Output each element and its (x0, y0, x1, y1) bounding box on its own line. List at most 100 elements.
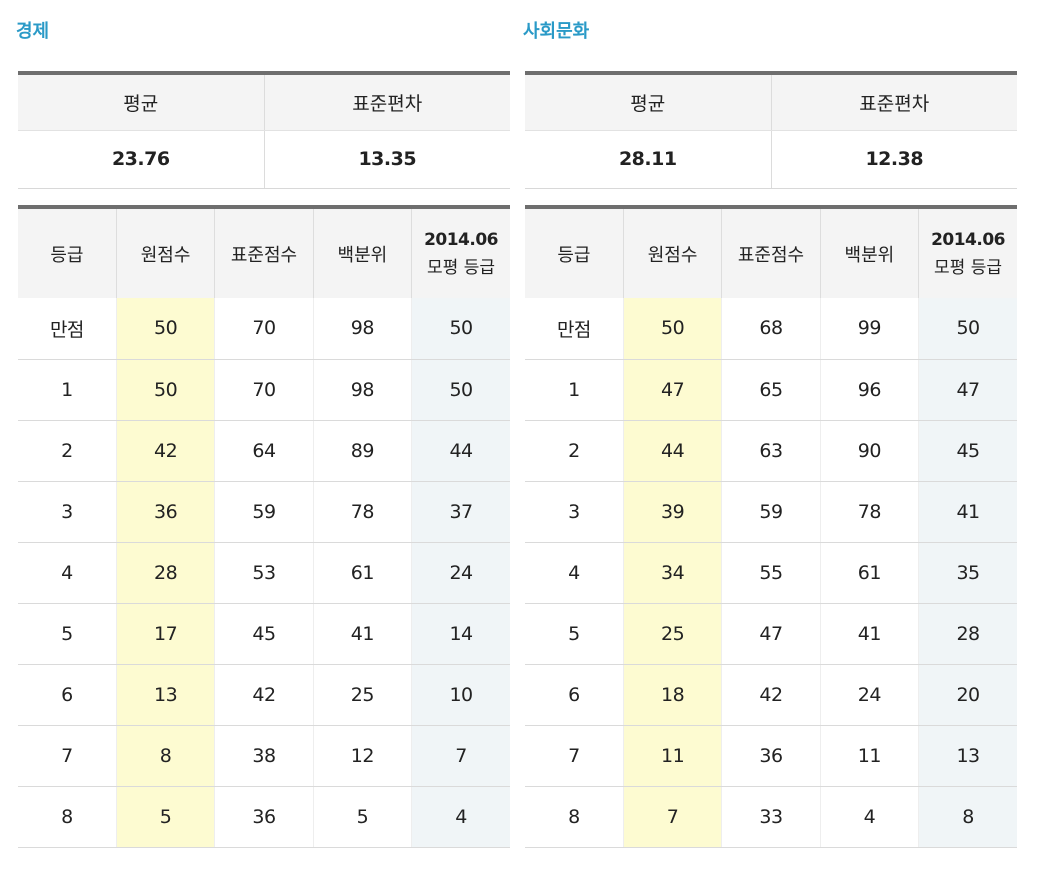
percentile-cell: 78 (819, 481, 919, 543)
section-title: 사회문화 (523, 21, 590, 42)
standard-score-cell: 59 (214, 481, 314, 543)
raw-score-cell: 36 (115, 481, 215, 543)
mock-grade-cell: 20 (918, 664, 1017, 726)
standard-score-header: 표준점수 (214, 207, 314, 298)
mean-value: 23.76 (18, 130, 264, 189)
standard-score-header: 표준점수 (721, 207, 821, 298)
percentile-cell: 96 (819, 359, 919, 421)
grade-header: 등급 (525, 207, 624, 298)
grade-cell: 2 (18, 420, 117, 482)
percentile-cell: 78 (312, 481, 412, 543)
standard-score-cell: 70 (214, 298, 314, 360)
standard-score-cell: 42 (721, 664, 821, 726)
percentile-cell: 61 (819, 542, 919, 604)
percentile-cell: 98 (312, 298, 412, 360)
standard-score-cell: 36 (214, 786, 314, 848)
grade-cell: 1 (525, 359, 624, 421)
grade-cell: 2 (525, 420, 624, 482)
mean-header: 평균 (18, 73, 264, 131)
table-row: 2 44 63 90 45 (525, 420, 1017, 482)
mock-grade-cell: 8 (918, 786, 1017, 848)
raw-score-cell: 50 (115, 359, 215, 421)
mean-value: 28.11 (525, 130, 771, 189)
raw-score-cell: 17 (115, 603, 215, 665)
standard-score-cell: 70 (214, 359, 314, 421)
grade-cell: 5 (525, 603, 624, 665)
raw-score-cell: 34 (622, 542, 722, 604)
mock-grade-cell: 35 (918, 542, 1017, 604)
standard-score-cell: 53 (214, 542, 314, 604)
grade-cell: 만점 (18, 298, 117, 360)
grade-cell: 3 (525, 481, 624, 543)
standard-score-cell: 38 (214, 725, 314, 787)
percentile-cell: 61 (312, 542, 412, 604)
percentile-cell: 24 (819, 664, 919, 726)
percentile-cell: 4 (819, 786, 919, 848)
stddev-header: 표준편차 (263, 73, 510, 131)
mock-grade-cell: 14 (411, 603, 510, 665)
grade-cell: 7 (525, 725, 624, 787)
mock-grade-cell: 13 (918, 725, 1017, 787)
percentile-cell: 11 (819, 725, 919, 787)
mock-grade-cell: 37 (411, 481, 510, 543)
mock-grade-cell: 47 (918, 359, 1017, 421)
table-row: 1 47 65 96 47 (525, 359, 1017, 421)
raw-score-cell: 7 (622, 786, 722, 848)
table-row: 3 39 59 78 41 (525, 481, 1017, 543)
raw-score-cell: 25 (622, 603, 722, 665)
standard-score-cell: 47 (721, 603, 821, 665)
mock-grade-cell: 7 (411, 725, 510, 787)
mock-grade-header: 2014.06 모평 등급 (411, 207, 510, 298)
raw-score-cell: 5 (115, 786, 215, 848)
mock-grade-cell: 4 (411, 786, 510, 848)
grade-cell: 4 (525, 542, 624, 604)
table-row: 3 36 59 78 37 (18, 481, 510, 543)
mock-grade-cell: 44 (411, 420, 510, 482)
mock-grade-cell: 50 (411, 298, 510, 360)
grade-table-body: 만점 50 70 98 50 1 50 70 98 50 2 42 64 89 44 3 36 59 78 37 4 28… (18, 298, 510, 848)
mock-grade-header-date: 2014.06 (931, 229, 1005, 250)
grade-cell: 6 (525, 664, 624, 726)
standard-score-cell: 68 (721, 298, 821, 360)
grade-cell: 3 (18, 481, 117, 543)
raw-score-cell: 28 (115, 542, 215, 604)
table-row: 5 25 47 41 28 (525, 603, 1017, 665)
raw-score-header: 원점수 (115, 207, 215, 298)
percentile-cell: 89 (312, 420, 412, 482)
table-row: 7 11 36 11 13 (525, 725, 1017, 787)
mock-grade-cell: 10 (411, 664, 510, 726)
standard-score-cell: 42 (214, 664, 314, 726)
grade-cell: 8 (18, 786, 117, 848)
table-row: 5 17 45 41 14 (18, 603, 510, 665)
raw-score-cell: 42 (115, 420, 215, 482)
stats-table: 평균 표준편차 28.11 12.38 (525, 71, 1017, 189)
table-row: 4 34 55 61 35 (525, 542, 1017, 604)
table-row: 7 8 38 12 7 (18, 725, 510, 787)
standard-score-cell: 55 (721, 542, 821, 604)
mock-grade-cell: 45 (918, 420, 1017, 482)
grade-header: 등급 (18, 207, 117, 298)
grade-table: 등급 원점수 표준점수 백분위 2014.06 모평 등급 만점 50 68 99 50… (525, 205, 1017, 848)
raw-score-cell: 50 (622, 298, 722, 360)
percentile-header: 백분위 (819, 207, 919, 298)
table-row: 8 7 33 4 8 (525, 786, 1017, 848)
grade-cell: 4 (18, 542, 117, 604)
table-row: 만점 50 70 98 50 (18, 298, 510, 360)
raw-score-cell: 11 (622, 725, 722, 787)
table-row: 4 28 53 61 24 (18, 542, 510, 604)
percentile-cell: 41 (312, 603, 412, 665)
table-row: 6 18 42 24 20 (525, 664, 1017, 726)
section-title: 경제 (16, 21, 50, 42)
table-row: 6 13 42 25 10 (18, 664, 510, 726)
standard-score-cell: 64 (214, 420, 314, 482)
raw-score-cell: 47 (622, 359, 722, 421)
standard-score-cell: 45 (214, 603, 314, 665)
percentile-header: 백분위 (312, 207, 412, 298)
standard-score-cell: 59 (721, 481, 821, 543)
mock-grade-header: 2014.06 모평 등급 (918, 207, 1017, 298)
table-row: 8 5 36 5 4 (18, 786, 510, 848)
grade-cell: 8 (525, 786, 624, 848)
mean-header: 평균 (525, 73, 771, 131)
standard-score-cell: 65 (721, 359, 821, 421)
table-row: 1 50 70 98 50 (18, 359, 510, 421)
